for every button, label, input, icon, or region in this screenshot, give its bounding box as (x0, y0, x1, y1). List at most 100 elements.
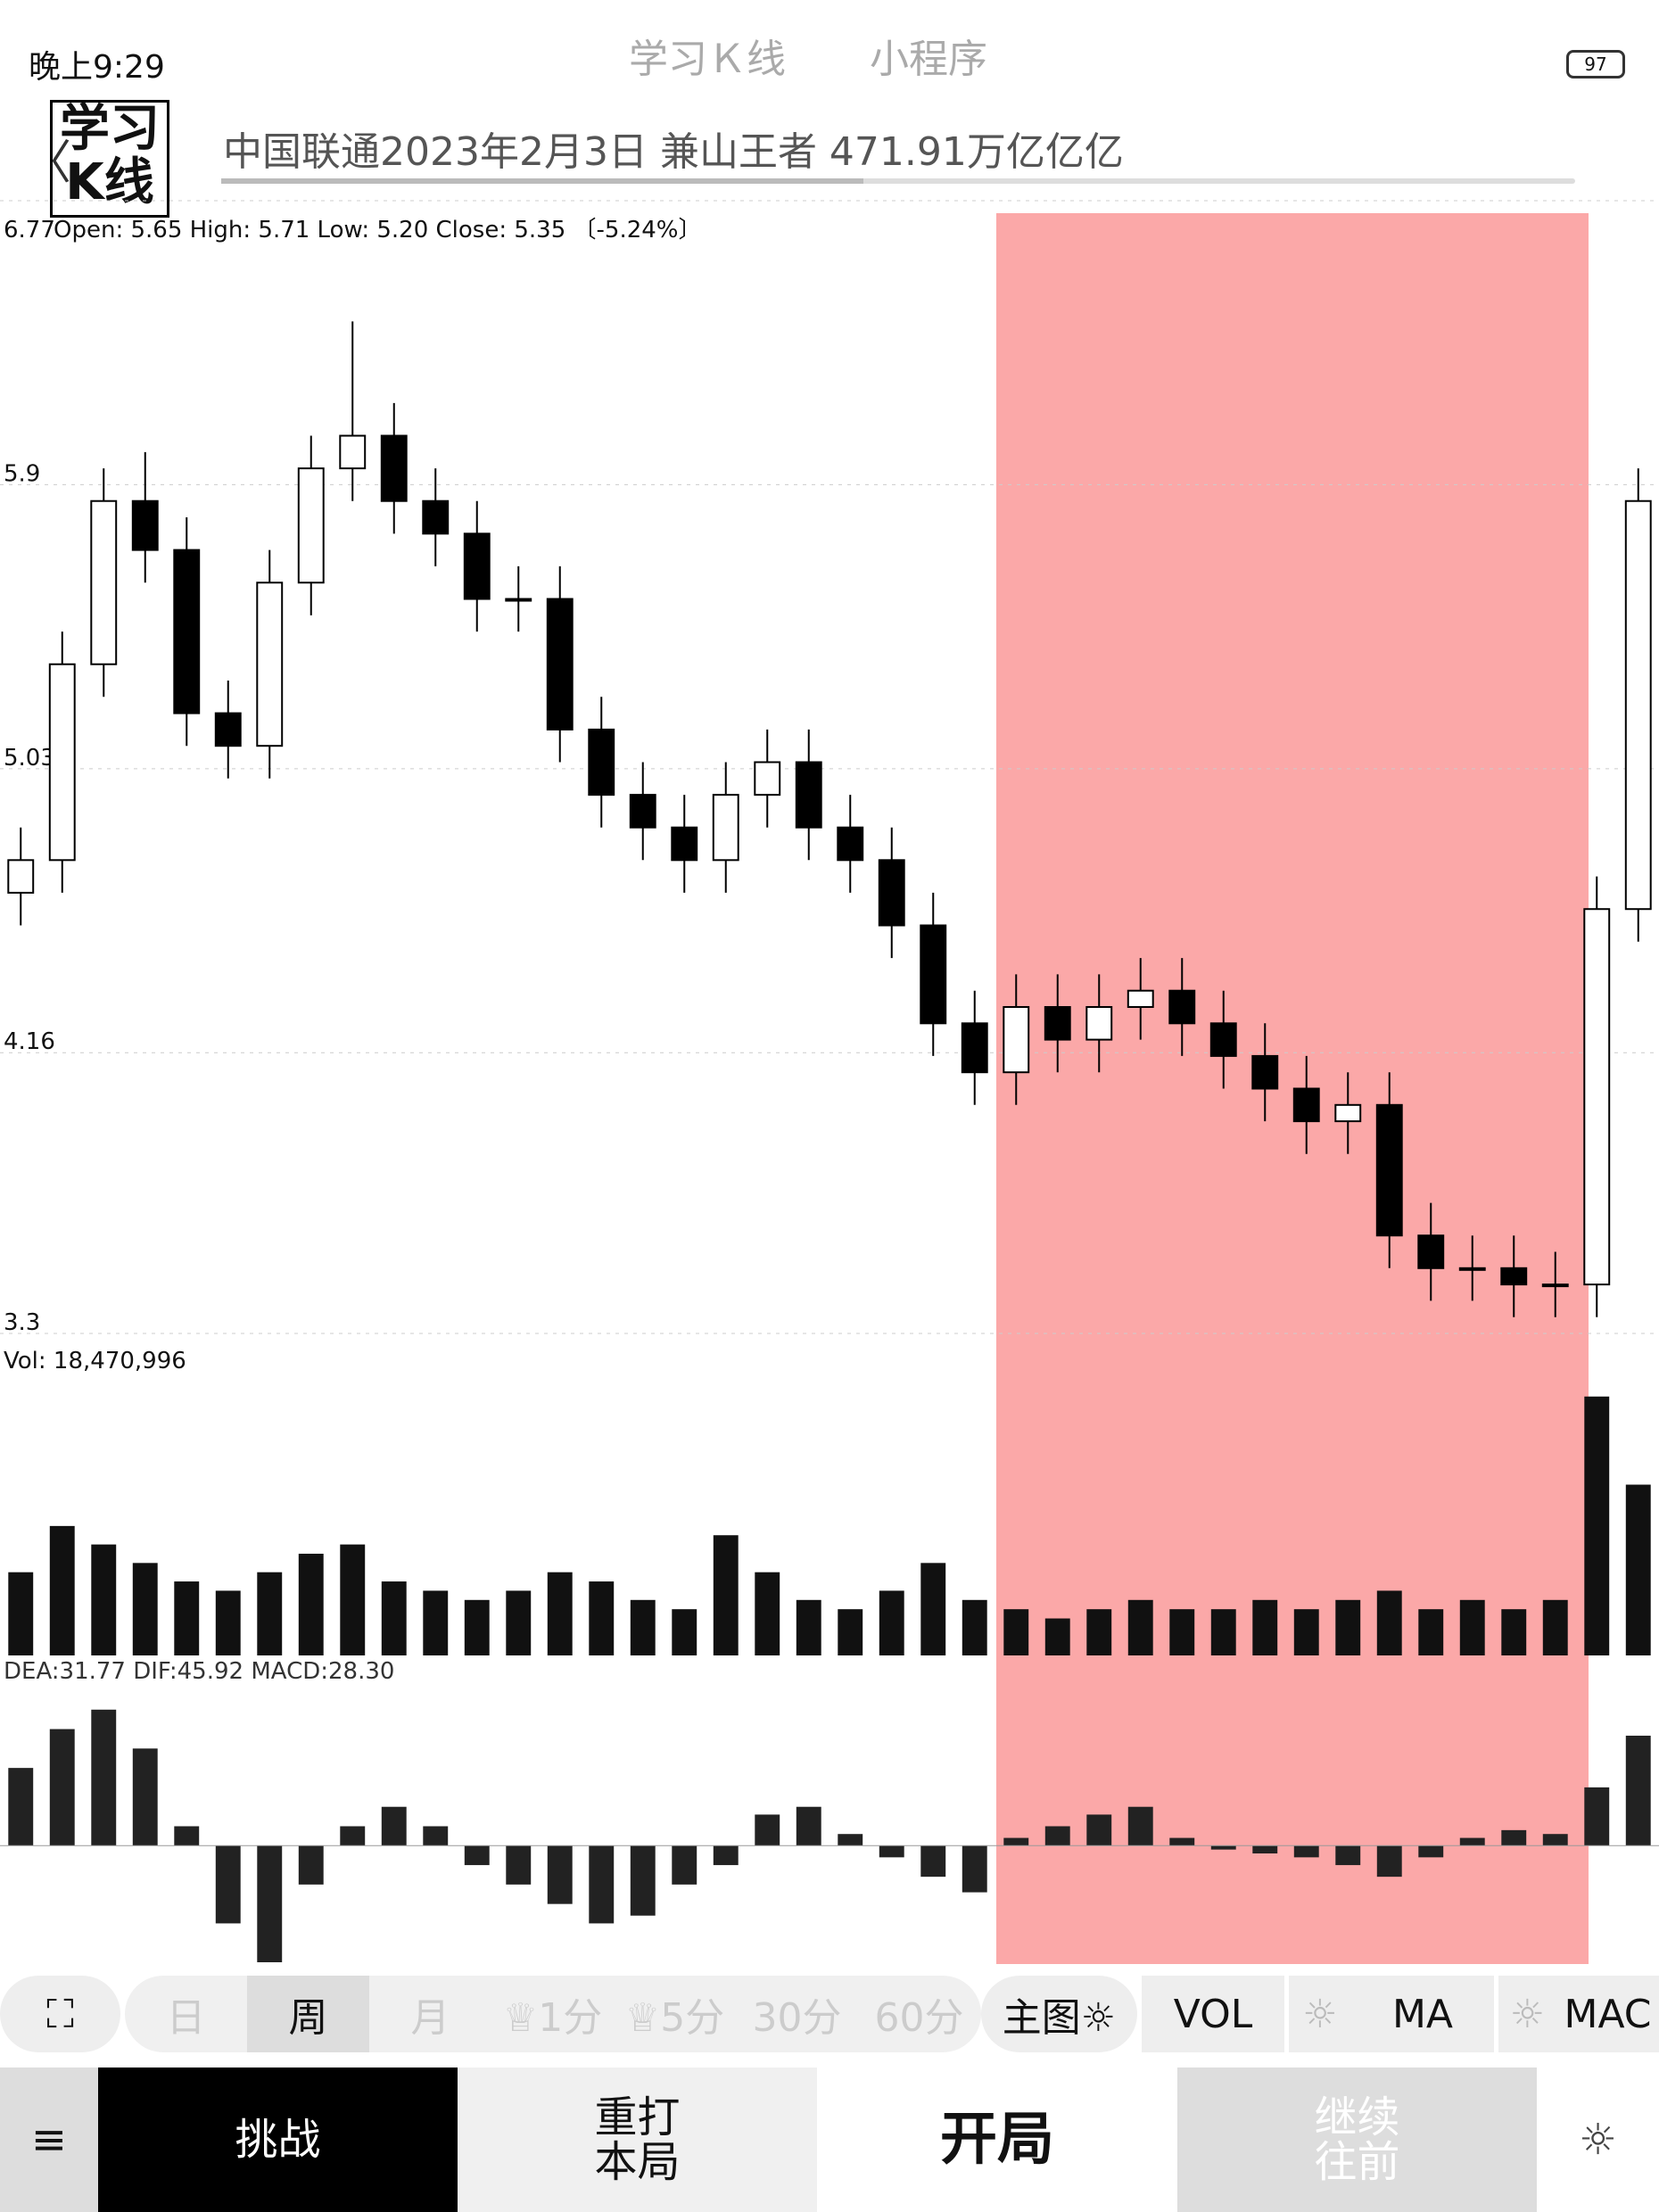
candle-body (1168, 989, 1196, 1025)
y-tick-label: 5.03 (4, 745, 55, 772)
bar (1501, 1829, 1527, 1846)
bar (1418, 1609, 1444, 1655)
period-tab[interactable]: 周 (247, 1976, 369, 2052)
candle-body (380, 434, 408, 502)
bar (298, 1845, 324, 1885)
start-button[interactable]: 开局 (940, 2107, 1054, 2173)
bar (838, 1609, 863, 1655)
candle-body (629, 794, 656, 829)
bar (755, 1572, 780, 1655)
bar (1418, 1845, 1444, 1858)
candle-body (1127, 989, 1154, 1009)
bar (1584, 1396, 1610, 1655)
candle-body (214, 712, 242, 747)
period-tab[interactable]: 日 (166, 1995, 206, 2041)
bar (1210, 1845, 1236, 1850)
app-name: 学习Ｋ线 (629, 37, 786, 82)
candle-body (961, 1022, 988, 1074)
period-tab[interactable]: ♕1分 (502, 1995, 603, 2041)
candle-body (1209, 1022, 1237, 1057)
candle-body (1541, 1283, 1569, 1288)
candle-body (1292, 1087, 1320, 1123)
period-tab[interactable]: 30分 (752, 1995, 842, 2041)
bar (91, 1544, 117, 1655)
bar (1335, 1599, 1361, 1655)
bar (174, 1581, 200, 1655)
bar (1542, 1834, 1568, 1846)
bar (257, 1845, 283, 1962)
candle-body (1003, 1006, 1030, 1074)
fullscreen[interactable]: ⛶ (0, 1976, 120, 2052)
settings-button[interactable]: ☼ (1578, 2115, 1618, 2165)
bar (1459, 1837, 1485, 1846)
back-button[interactable]: 〈 (25, 136, 72, 190)
bar (796, 1806, 821, 1846)
period-tab[interactable]: 60分 (874, 1995, 964, 2041)
bar (1169, 1609, 1195, 1655)
bar (298, 1553, 324, 1655)
bar (713, 1535, 739, 1655)
candle-body (1085, 1006, 1113, 1041)
bar (1376, 1590, 1402, 1655)
bar (630, 1845, 656, 1916)
candle-body (1624, 499, 1652, 911)
challenge-button[interactable]: 挑战 (98, 2068, 458, 2212)
bar (630, 1599, 656, 1655)
bar (589, 1581, 615, 1655)
candle-body (339, 434, 367, 470)
continue-button[interactable]: 继续 往前 (1177, 2068, 1537, 2212)
replay-button[interactable]: 重打 本局 (458, 2068, 817, 2212)
volume-label: Vol: 18,470,996 (4, 1348, 186, 1374)
bar (672, 1845, 697, 1885)
bar (1086, 1609, 1112, 1655)
mini-program: 小程序 (870, 37, 987, 82)
bar (215, 1845, 241, 1924)
bar (8, 1572, 34, 1655)
candle-body (712, 794, 739, 862)
indicator-tab[interactable]: VOL (1142, 1976, 1284, 2052)
candle-body (754, 761, 781, 796)
period-tab[interactable]: 月 (410, 1995, 450, 2041)
bar (423, 1826, 449, 1846)
logo[interactable]: 学习 K线 (50, 100, 169, 218)
candle-body (90, 499, 118, 665)
bar (381, 1581, 407, 1655)
bar (1210, 1609, 1236, 1655)
candle-body (671, 826, 698, 862)
candle-body (1458, 1267, 1486, 1271)
y-tick-label: 3.3 (4, 1309, 40, 1336)
bar (879, 1590, 904, 1655)
period-tab[interactable]: ♕5分 (624, 1995, 725, 2041)
menu-button[interactable]: ≡ (0, 2068, 98, 2212)
bar (1003, 1609, 1029, 1655)
bar (1625, 1484, 1651, 1655)
bar (215, 1590, 241, 1655)
highlight-zone (996, 213, 1589, 1964)
indicator-tab[interactable]: ☼ (1498, 1976, 1556, 2052)
bar (1044, 1826, 1070, 1846)
main-chart-button[interactable]: 主图☼ (981, 1976, 1137, 2052)
indicator-tab[interactable]: ☼ (1289, 1976, 1351, 2052)
title: 中国联通2023年2月3日 兼山王者 471.91万亿亿亿 (223, 129, 1124, 175)
bar (174, 1826, 200, 1846)
title-underline (221, 178, 1575, 184)
bar (838, 1834, 863, 1846)
bar (920, 1845, 946, 1878)
candle-body (1417, 1234, 1445, 1269)
indicator-tab[interactable]: MA (1351, 1976, 1494, 2052)
y-tick-label: 6.77 (4, 217, 55, 243)
bar (132, 1748, 158, 1846)
bar (1044, 1618, 1070, 1655)
bar (464, 1845, 490, 1866)
candle-body (7, 859, 35, 894)
bar (1376, 1845, 1402, 1878)
indicator-tab[interactable]: MAC (1556, 1976, 1659, 2052)
battery: 97 (1566, 50, 1625, 78)
candle-body (48, 663, 76, 862)
macd-label: DEA:31.77 DIF:45.92 MACD:28.30 (4, 1658, 394, 1685)
bar (1459, 1599, 1485, 1655)
candle-body (1583, 908, 1611, 1286)
bar (1127, 1806, 1153, 1846)
candle-body (837, 826, 864, 862)
